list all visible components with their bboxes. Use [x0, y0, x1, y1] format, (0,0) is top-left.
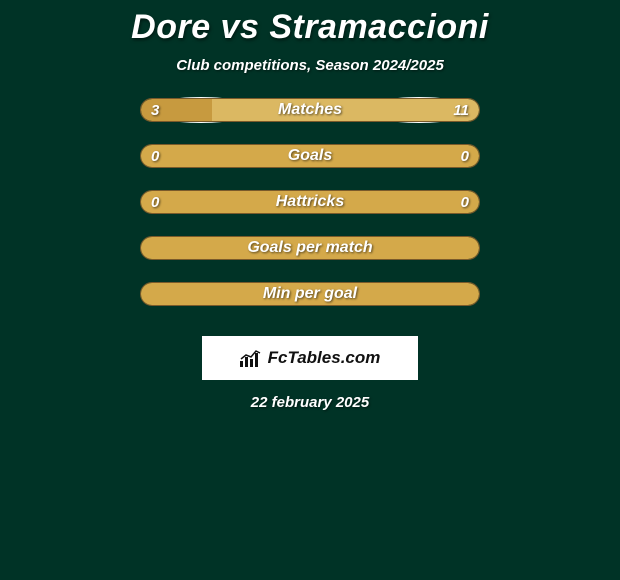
date-line: 22 february 2025: [251, 394, 369, 411]
logo-text: FcTables.com: [268, 348, 381, 368]
chart-icon: [240, 349, 262, 367]
stat-row: Hattricks00: [140, 190, 480, 214]
stat-bar: Min per goal: [140, 282, 480, 306]
bar-fill-right: [141, 283, 479, 305]
stat-row: Goals00: [140, 144, 480, 168]
stat-row: Goals per match: [140, 236, 480, 260]
stat-bar: Matches311: [140, 98, 480, 122]
bars-list: Matches311 Goals00 Hattricks00 Goals per ma…: [140, 98, 480, 328]
stat-row: Matches311: [140, 98, 480, 122]
logo-box[interactable]: FcTables.com: [202, 336, 418, 380]
main-container: Dore vs Stramaccioni Club competitions, …: [0, 0, 620, 411]
stat-bar: Goals00: [140, 144, 480, 168]
logo-inner: FcTables.com: [240, 348, 381, 368]
bar-fill-right: [141, 191, 479, 213]
bar-fill-right: [212, 99, 479, 121]
bar-fill-right: [141, 237, 479, 259]
stat-row: Min per goal: [140, 282, 480, 306]
stat-bar: Hattricks00: [140, 190, 480, 214]
stat-bar: Goals per match: [140, 236, 480, 260]
bar-fill-left: [141, 99, 212, 121]
bar-fill-right: [141, 145, 479, 167]
page-subtitle: Club competitions, Season 2024/2025: [176, 57, 444, 74]
page-title: Dore vs Stramaccioni: [131, 8, 489, 47]
